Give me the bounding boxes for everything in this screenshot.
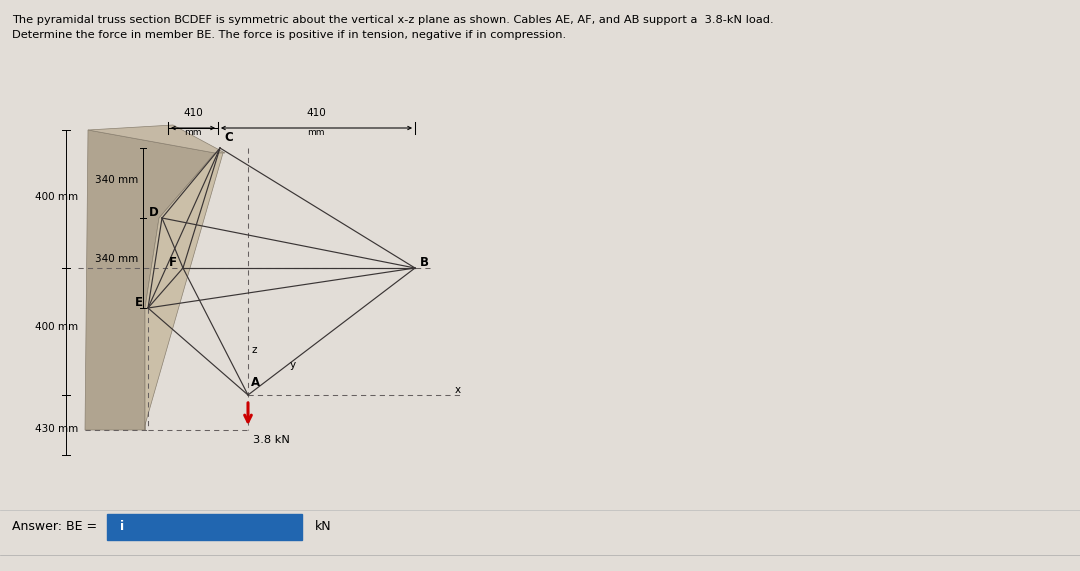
Text: x: x (455, 385, 461, 395)
Text: F: F (168, 256, 177, 269)
Text: y: y (291, 360, 296, 370)
Text: i: i (120, 521, 124, 533)
Text: B: B (420, 256, 429, 269)
Polygon shape (85, 130, 215, 430)
Text: E: E (135, 296, 143, 309)
Text: The pyramidal truss section BCDEF is symmetric about the vertical x-z plane as s: The pyramidal truss section BCDEF is sym… (12, 15, 773, 25)
Text: Determine the force in member BE. The force is positive if in tension, negative : Determine the force in member BE. The fo… (12, 30, 566, 40)
Text: A: A (251, 376, 260, 389)
Text: kN: kN (315, 521, 332, 533)
Polygon shape (145, 153, 222, 430)
Text: 340 mm: 340 mm (95, 254, 138, 264)
Text: 400 mm: 400 mm (35, 192, 78, 202)
Text: 410: 410 (306, 108, 326, 118)
Text: Answer: BE =: Answer: BE = (12, 521, 97, 533)
Text: 340 mm: 340 mm (95, 175, 138, 185)
Text: 410: 410 (184, 108, 203, 118)
Text: 430 mm: 430 mm (35, 424, 78, 434)
Text: 400 mm: 400 mm (35, 322, 78, 332)
Text: C: C (224, 131, 233, 144)
Polygon shape (87, 125, 225, 153)
Text: z: z (252, 345, 257, 355)
Text: mm: mm (307, 128, 325, 137)
Text: 3.8 kN: 3.8 kN (253, 435, 289, 445)
Text: D: D (149, 206, 159, 219)
FancyBboxPatch shape (107, 514, 302, 540)
Text: mm: mm (185, 128, 202, 137)
